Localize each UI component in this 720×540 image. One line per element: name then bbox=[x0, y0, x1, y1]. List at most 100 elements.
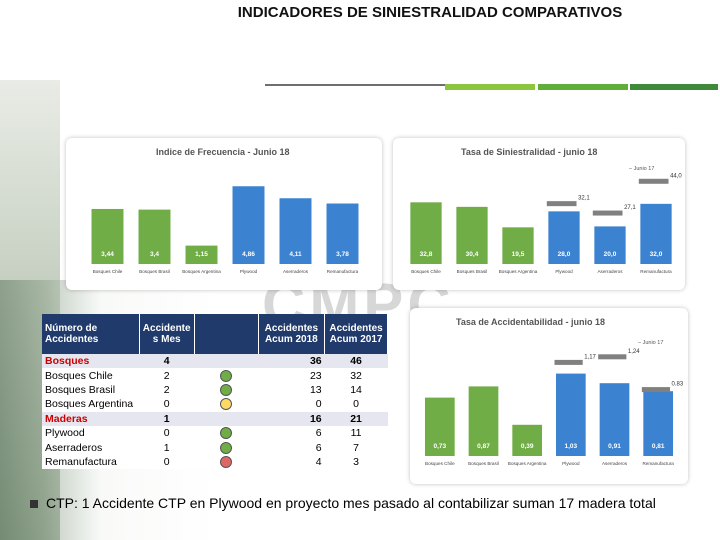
row-status bbox=[194, 368, 259, 383]
chart-bar bbox=[512, 424, 543, 456]
chart-data-label: 28,0 bbox=[558, 251, 571, 258]
status-dot-icon bbox=[220, 398, 233, 411]
title-rule bbox=[265, 84, 445, 86]
table-row: Bosques Brasil 2 13 14 bbox=[42, 382, 388, 398]
chart-tick-label: Bosques Chile bbox=[411, 269, 441, 274]
chart-tick-label: Remanufactura bbox=[640, 269, 672, 274]
chart-bar bbox=[185, 245, 218, 264]
accidentabilidad-chart-panel: Tasa de Accidentabilidad - junio 18 0,73… bbox=[410, 308, 688, 484]
table-row: Bosques Chile 2 23 32 bbox=[42, 368, 388, 383]
row-status bbox=[194, 440, 259, 455]
chart-data-label: 0,81 bbox=[652, 443, 665, 450]
chart-tick-label: Bosques Chile bbox=[425, 461, 455, 466]
row-label: Plywood bbox=[42, 425, 140, 441]
chart-2017-marker bbox=[641, 387, 671, 393]
chart-data-label: 3,4 bbox=[150, 251, 159, 258]
chart-bar bbox=[91, 208, 124, 264]
row-status bbox=[194, 454, 259, 470]
row-acum2017: 21 bbox=[324, 411, 388, 426]
title-rule-green-2 bbox=[538, 84, 628, 90]
status-dot-icon bbox=[220, 369, 233, 382]
chart-bar bbox=[326, 203, 359, 264]
chart-data-label: 0,39 bbox=[521, 443, 534, 450]
status-dot-icon bbox=[220, 427, 233, 440]
chart-tick-label: Bosques Brasil bbox=[457, 269, 488, 274]
chart-tick-label: Remanufactura bbox=[642, 461, 674, 466]
row-mes: 2 bbox=[139, 368, 195, 383]
chart-tick-label: Bosques Chile bbox=[93, 269, 123, 274]
row-acum2017: 46 bbox=[324, 354, 388, 369]
row-acum2018: 4 bbox=[258, 454, 325, 470]
chart-bar bbox=[424, 397, 455, 456]
chart-2017-marker bbox=[554, 359, 583, 365]
table-group-row: Maderas 1 16 21 bbox=[42, 411, 388, 426]
page-title: INDICADORES DE SINIESTRALIDAD COMPARATIV… bbox=[237, 4, 623, 21]
chart-bar bbox=[643, 391, 674, 456]
chart-bar bbox=[548, 211, 580, 264]
row-acum2018: 23 bbox=[258, 368, 325, 383]
chart-data-label: 4,11 bbox=[289, 251, 302, 258]
row-label: Bosques Argentina bbox=[42, 397, 140, 412]
row-mes: 0 bbox=[139, 397, 195, 412]
row-acum2018: 13 bbox=[258, 382, 325, 398]
row-label: Bosques bbox=[42, 354, 140, 369]
header-acum2017: Accidentes Acum 2017 bbox=[324, 314, 388, 354]
chart-bar bbox=[232, 186, 265, 264]
row-acum2018: 6 bbox=[258, 425, 325, 441]
frequency-chart-panel: Indice de Frecuencia - Junio 18 3,44 Bosq… bbox=[66, 138, 382, 290]
chart-tick-label: Plywood bbox=[240, 269, 258, 274]
chart-tick-label: Aserraderos bbox=[602, 461, 628, 466]
chart-bar bbox=[502, 227, 534, 264]
table-row: Aserraderos 1 6 7 bbox=[42, 440, 388, 455]
row-acum2017: 3 bbox=[324, 454, 388, 470]
row-mes: 1 bbox=[139, 440, 195, 455]
row-status bbox=[194, 397, 259, 412]
chart-data-label: 30,4 bbox=[466, 251, 479, 258]
chart-bar bbox=[555, 373, 586, 456]
header-acum2018-dot bbox=[194, 314, 259, 354]
chart-2017-marker bbox=[546, 201, 577, 207]
chart-bar bbox=[138, 209, 171, 264]
row-label: Remanufactura bbox=[42, 454, 140, 470]
chart-tick-label: Bosques Brasil bbox=[139, 269, 170, 274]
chart-bar bbox=[599, 383, 630, 456]
chart-data-label: 0,73 bbox=[434, 443, 447, 450]
chart-data-label: 1,15 bbox=[195, 251, 208, 258]
row-status bbox=[194, 425, 259, 441]
footer-note: CTP: 1 Accidente CTP en Plywood en proye… bbox=[46, 495, 656, 511]
chart-tick-label: Bosques Argentina bbox=[499, 269, 538, 274]
row-acum2017: 0 bbox=[324, 397, 388, 412]
table-row: Plywood 0 6 11 bbox=[42, 425, 388, 441]
row-label: Bosques Chile bbox=[42, 368, 140, 383]
row-mes: 2 bbox=[139, 382, 195, 398]
chart-bar bbox=[410, 202, 442, 264]
chart-2017-marker bbox=[598, 354, 627, 360]
header-acum2018: Accidentes Acum 2018 bbox=[258, 314, 326, 354]
row-status bbox=[194, 411, 259, 426]
header-numero: Número de Accidentes bbox=[42, 314, 140, 354]
chart-tick-label: Bosques Argentina bbox=[182, 269, 221, 274]
chart-bar bbox=[468, 386, 499, 456]
chart-data-label: 0,91 bbox=[608, 443, 621, 450]
row-mes: 0 bbox=[139, 454, 195, 470]
footer-bullet bbox=[30, 500, 38, 508]
table-group-row: Bosques 4 36 46 bbox=[42, 354, 388, 369]
status-dot-icon bbox=[220, 456, 233, 469]
row-label: Maderas bbox=[42, 411, 140, 426]
chart-data-label: 1,03 bbox=[565, 443, 578, 450]
row-label: Bosques Brasil bbox=[42, 382, 140, 398]
row-mes: 0 bbox=[139, 425, 195, 441]
chart-data-label: 32,0 bbox=[650, 251, 663, 258]
row-acum2018: 16 bbox=[258, 411, 325, 426]
accidents-table: Número de Accidentes Accidente s Mes Acc… bbox=[42, 314, 388, 470]
chart-data-label: 32,8 bbox=[420, 251, 433, 258]
chart-data-label: 4,86 bbox=[242, 251, 255, 258]
chart-data-label: 19,5 bbox=[512, 251, 525, 258]
row-acum2017: 7 bbox=[324, 440, 388, 455]
header-mes: Accidente s Mes bbox=[139, 314, 195, 354]
chart-2017-label: 44,0 bbox=[670, 173, 682, 179]
chart-2017-label: 32,1 bbox=[578, 196, 590, 202]
chart-2017-marker bbox=[592, 210, 623, 216]
chart-bar bbox=[594, 226, 626, 264]
chart-data-label: 3,44 bbox=[101, 251, 114, 258]
